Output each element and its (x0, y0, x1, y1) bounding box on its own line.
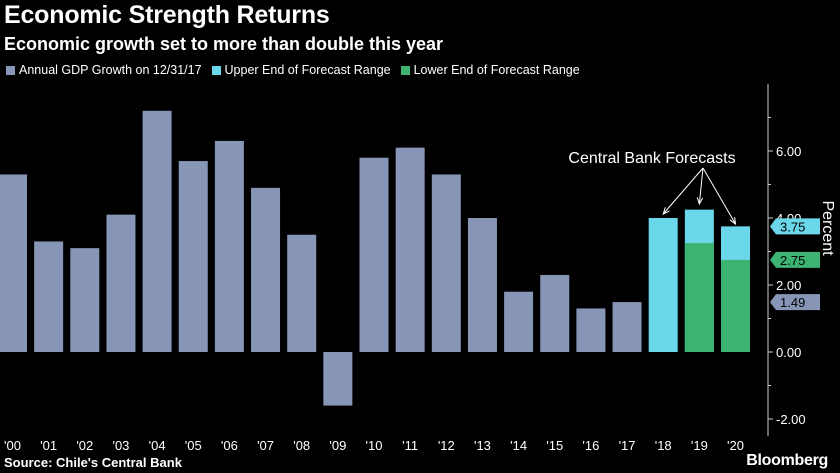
bars-layer (0, 110, 750, 406)
x-tick-label: '12 (438, 438, 455, 453)
x-tick-label: '18 (655, 438, 672, 453)
bar (34, 241, 64, 352)
legend-swatch-upper (211, 65, 221, 75)
x-tick-label: '15 (546, 438, 563, 453)
bar (142, 110, 172, 352)
brand-logo: Bloomberg (746, 452, 828, 469)
y-axis-label: Percent (819, 200, 836, 256)
annotation-arrow (698, 167, 704, 205)
annotation-arrow (662, 167, 704, 215)
x-tick-label: '02 (76, 438, 93, 453)
x-tick-label: '16 (582, 438, 599, 453)
y-tick-label: -2.00 (776, 412, 806, 427)
bar (323, 352, 353, 406)
value-label-text: 2.75 (780, 253, 805, 268)
value-label-bg (770, 294, 820, 311)
bar (684, 243, 714, 352)
x-tick-label: '08 (293, 438, 310, 453)
x-axis: '00 '01 '02 '03 '04 '05 '06 '07 '08 '09 '10 '11 '12 '… (4, 438, 744, 453)
source-note: Source: Chile's Central Bank (4, 455, 182, 470)
bar (576, 308, 606, 352)
y-tick-label: 0.00 (776, 345, 801, 360)
bar (0, 174, 27, 352)
legend-label-gdp: Annual GDP Growth on 12/31/17 (19, 63, 202, 77)
x-tick-label: '10 (366, 438, 383, 453)
bar (214, 140, 244, 352)
chart-title: Economic Strength Returns (4, 1, 330, 29)
bar (648, 218, 678, 352)
x-tick-label: '17 (619, 438, 636, 453)
value-label-bg (770, 218, 820, 235)
legend-item-lower: Lower End of Forecast Range (400, 63, 580, 77)
legend-swatch-gdp (6, 65, 15, 75)
x-tick-label: '13 (474, 438, 491, 453)
bar (251, 187, 281, 352)
bar (467, 218, 497, 352)
bar (395, 147, 425, 352)
legend-label-lower: Lower End of Forecast Range (413, 63, 580, 77)
x-tick-label: '03 (112, 438, 129, 453)
x-tick-label: '04 (149, 438, 166, 453)
value-label-text: 1.49 (780, 295, 805, 310)
annotation-arrow (702, 167, 736, 225)
x-tick-label: '01 (40, 438, 57, 453)
x-tick-label: '00 (4, 438, 21, 453)
bar (70, 248, 100, 352)
value-label-text: 3.75 (780, 219, 805, 234)
x-tick-label: '09 (329, 438, 346, 453)
value-label-tag: 2.75 (770, 251, 820, 268)
legend-swatch-lower (400, 65, 410, 75)
value-label-tag: 1.49 (770, 294, 820, 311)
x-tick-label: '05 (185, 438, 202, 453)
bar (359, 157, 389, 352)
legend-item-gdp: Annual GDP Growth on 12/31/17 (6, 63, 202, 77)
x-tick-label: '07 (257, 438, 274, 453)
bar (612, 302, 642, 352)
bar (106, 214, 136, 352)
x-tick-label: '14 (510, 438, 527, 453)
bar (721, 259, 750, 352)
x-tick-label: '19 (691, 438, 708, 453)
x-tick-label: '20 (727, 438, 744, 453)
legend-item-upper: Upper End of Forecast Range (211, 63, 391, 77)
value-label-tag: 3.75 (770, 218, 820, 235)
bar (540, 274, 570, 352)
legend: Annual GDP Growth on 12/31/17 Upper End … (6, 63, 580, 77)
y-tick-label: 6.00 (776, 144, 801, 159)
bar (178, 161, 208, 352)
annotation-layer: 3.75 2.75 1.49 Central Bank Forecasts (568, 150, 820, 311)
annotation-arrowhead (662, 207, 670, 215)
annotation-arrowhead (696, 197, 704, 206)
y-tick-label: 2.00 (776, 278, 801, 293)
legend-label-upper: Upper End of Forecast Range (224, 63, 391, 77)
bar (504, 291, 534, 352)
value-label-bg (770, 251, 820, 268)
bar (287, 234, 317, 352)
x-tick-label: '06 (221, 438, 238, 453)
bar (431, 174, 461, 352)
x-tick-label: '11 (402, 438, 418, 453)
annotation-arrowhead (729, 216, 737, 226)
chart-subtitle: Economic growth set to more than double … (4, 34, 444, 54)
annotation-text: Central Bank Forecasts (568, 150, 735, 167)
